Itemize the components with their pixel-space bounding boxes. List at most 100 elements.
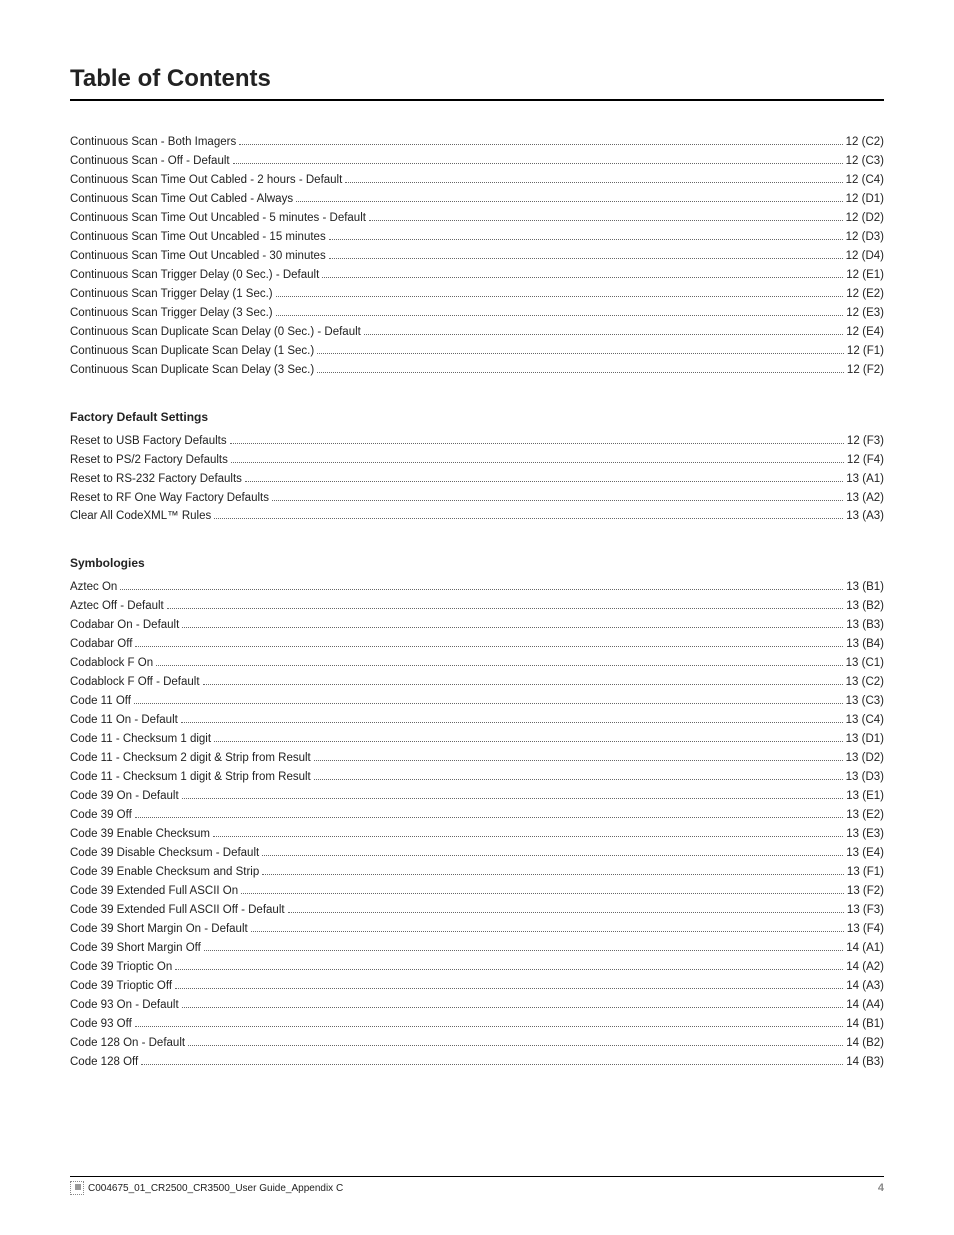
toc-leader-dots	[251, 931, 844, 932]
toc-page-ref: 14 (B3)	[846, 1053, 884, 1072]
toc-row: Continuous Scan Duplicate Scan Delay (0 …	[70, 323, 884, 342]
toc-leader-dots	[288, 912, 844, 913]
toc-page-ref: 13 (D3)	[846, 768, 884, 787]
toc-row: Code 11 Off 13 (C3)	[70, 692, 884, 711]
toc-row: Continuous Scan Duplicate Scan Delay (1 …	[70, 342, 884, 361]
toc-page-ref: 12 (E2)	[846, 285, 884, 304]
toc-page-ref: 12 (C2)	[846, 133, 884, 152]
toc-label: Continuous Scan Duplicate Scan Delay (3 …	[70, 361, 314, 380]
toc-row: Code 93 On - Default 14 (A4)	[70, 996, 884, 1015]
toc-leader-dots	[322, 277, 843, 278]
toc-row: Code 39 Short Margin Off 14 (A1)	[70, 939, 884, 958]
toc-leader-dots	[233, 163, 843, 164]
toc-leader-dots	[204, 950, 843, 951]
toc-label: Codabar Off	[70, 635, 132, 654]
toc-page-ref: 13 (A1)	[846, 470, 884, 489]
toc-leader-dots	[230, 443, 844, 444]
toc-row: Code 39 On - Default 13 (E1)	[70, 787, 884, 806]
toc-label: Aztec On	[70, 578, 117, 597]
toc-page-ref: 13 (E4)	[846, 844, 884, 863]
toc-page-ref: 13 (F1)	[847, 863, 884, 882]
toc-row: Reset to RF One Way Factory Defaults 13 …	[70, 489, 884, 508]
toc-label: Continuous Scan Time Out Uncabled - 30 m…	[70, 247, 326, 266]
toc-row: Aztec Off - Default 13 (B2)	[70, 597, 884, 616]
toc-label: Code 39 On - Default	[70, 787, 179, 806]
footer-doc-ref: C004675_01_CR2500_CR3500_User Guide_Appe…	[88, 1183, 343, 1194]
toc-leader-dots	[203, 684, 843, 685]
toc-leader-dots	[182, 798, 844, 799]
toc-label: Continuous Scan Time Out Cabled - Always	[70, 190, 293, 209]
toc-page-ref: 13 (E3)	[846, 825, 884, 844]
toc-label: Reset to RF One Way Factory Defaults	[70, 489, 269, 508]
toc-leader-dots	[181, 722, 843, 723]
toc-label: Continuous Scan Duplicate Scan Delay (1 …	[70, 342, 314, 361]
toc-label: Continuous Scan Duplicate Scan Delay (0 …	[70, 323, 361, 342]
toc-leader-dots	[296, 201, 843, 202]
toc-row: Continuous Scan Time Out Uncabled - 5 mi…	[70, 209, 884, 228]
toc-page-ref: 14 (B2)	[846, 1034, 884, 1053]
toc-row: Continuous Scan - Off - Default 12 (C3)	[70, 152, 884, 171]
toc-label: Codablock F On	[70, 654, 153, 673]
toc-leader-dots	[314, 760, 843, 761]
toc-page-ref: 14 (B1)	[846, 1015, 884, 1034]
toc-leader-dots	[369, 220, 843, 221]
toc-row: Code 128 On - Default 14 (B2)	[70, 1034, 884, 1053]
toc-label: Code 39 Extended Full ASCII Off - Defaul…	[70, 901, 285, 920]
toc-leader-dots	[214, 518, 843, 519]
toc-row: Codablock F On 13 (C1)	[70, 654, 884, 673]
toc-leader-dots	[317, 372, 844, 373]
toc-row: Code 39 Extended Full ASCII Off - Defaul…	[70, 901, 884, 920]
toc-leader-dots	[214, 741, 843, 742]
toc-label: Code 11 On - Default	[70, 711, 178, 730]
toc-leader-dots	[135, 817, 843, 818]
toc-leader-dots	[329, 258, 843, 259]
toc-label: Continuous Scan Trigger Delay (1 Sec.)	[70, 285, 273, 304]
toc-page-ref: 14 (A2)	[846, 958, 884, 977]
toc-row: Code 93 Off 14 (B1)	[70, 1015, 884, 1034]
toc-page-ref: 12 (E1)	[846, 266, 884, 285]
toc-label: Code 39 Off	[70, 806, 132, 825]
toc-label: Code 39 Trioptic Off	[70, 977, 172, 996]
toc-leader-dots	[156, 665, 843, 666]
toc-label: Continuous Scan - Off - Default	[70, 152, 230, 171]
footer-left: C004675_01_CR2500_CR3500_User Guide_Appe…	[70, 1181, 343, 1195]
toc-page-ref: 12 (C3)	[846, 152, 884, 171]
toc-label: Code 11 Off	[70, 692, 131, 711]
toc-label: Reset to USB Factory Defaults	[70, 432, 227, 451]
toc-row: Code 39 Enable Checksum 13 (E3)	[70, 825, 884, 844]
toc-container: Continuous Scan - Both Imagers 12 (C2)Co…	[70, 133, 884, 1072]
toc-leader-dots	[182, 1007, 844, 1008]
toc-page-ref: 12 (F3)	[847, 432, 884, 451]
toc-row: Code 11 - Checksum 1 digit & Strip from …	[70, 768, 884, 787]
toc-label: Code 128 On - Default	[70, 1034, 185, 1053]
toc-page-ref: 12 (E4)	[846, 323, 884, 342]
toc-page-ref: 13 (A2)	[846, 489, 884, 508]
toc-row: Aztec On 13 (B1)	[70, 578, 884, 597]
toc-page-ref: 13 (C3)	[846, 692, 884, 711]
toc-page-ref: 13 (E2)	[846, 806, 884, 825]
toc-section-header: Symbologies	[70, 556, 884, 570]
toc-leader-dots	[135, 646, 843, 647]
toc-row: Code 39 Trioptic Off 14 (A3)	[70, 977, 884, 996]
placeholder-icon	[70, 1181, 84, 1195]
footer: C004675_01_CR2500_CR3500_User Guide_Appe…	[70, 1176, 884, 1195]
toc-row: Continuous Scan - Both Imagers 12 (C2)	[70, 133, 884, 152]
toc-label: Code 11 - Checksum 1 digit	[70, 730, 211, 749]
toc-page-ref: 14 (A4)	[846, 996, 884, 1015]
toc-leader-dots	[262, 855, 843, 856]
toc-page-ref: 13 (C4)	[846, 711, 884, 730]
toc-page-ref: 12 (D1)	[846, 190, 884, 209]
toc-leader-dots	[213, 836, 843, 837]
toc-page-ref: 12 (D3)	[846, 228, 884, 247]
toc-label: Codablock F Off - Default	[70, 673, 200, 692]
toc-page-ref: 13 (A3)	[846, 507, 884, 526]
toc-row: Codabar On - Default 13 (B3)	[70, 616, 884, 635]
toc-row: Reset to RS-232 Factory Defaults 13 (A1)	[70, 470, 884, 489]
toc-page-ref: 13 (C2)	[846, 673, 884, 692]
toc-row: Continuous Scan Trigger Delay (3 Sec.) 1…	[70, 304, 884, 323]
toc-row: Reset to USB Factory Defaults 12 (F3)	[70, 432, 884, 451]
toc-row: Continuous Scan Time Out Uncabled - 15 m…	[70, 228, 884, 247]
toc-row: Continuous Scan Time Out Cabled - Always…	[70, 190, 884, 209]
toc-leader-dots	[188, 1045, 843, 1046]
toc-page-ref: 12 (F1)	[847, 342, 884, 361]
